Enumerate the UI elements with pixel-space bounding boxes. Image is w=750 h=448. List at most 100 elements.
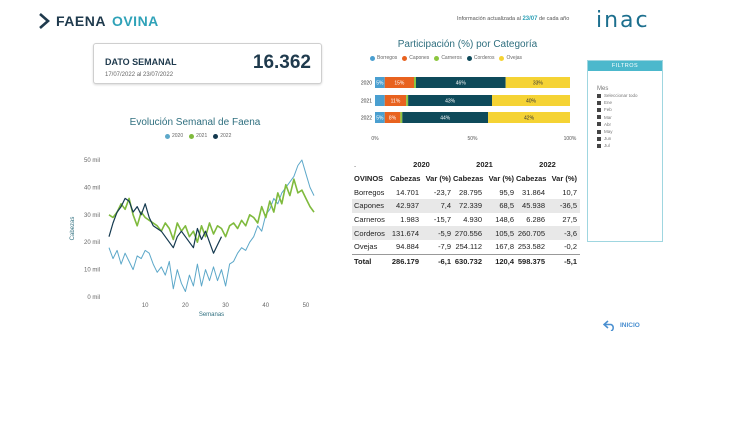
y-axis-label: Cabezas: [70, 217, 76, 241]
bar-segment-capones[interactable]: [384, 112, 401, 123]
legend-item-corderos[interactable]: Corderos: [466, 55, 495, 61]
bar-data-label: 8%: [389, 116, 397, 122]
x-tick-label: 50%: [467, 136, 478, 142]
legend-item-carneros[interactable]: Carneros: [434, 55, 462, 61]
bar-segment-capones[interactable]: [384, 77, 414, 88]
filters-panel: FILTROS Mes Seleccionar todo Ene Feb Mar…: [587, 60, 663, 242]
legend-item-ovejas[interactable]: Ovejas: [499, 55, 522, 61]
col-header-cabezas-2020[interactable]: Cabezas: [390, 174, 421, 184]
checkbox-checked[interactable]: [597, 93, 601, 98]
table-year-2020: 2020: [413, 160, 430, 170]
bar-segment-carneros[interactable]: [414, 77, 416, 88]
legend-item-capones[interactable]: Capones: [402, 55, 429, 61]
bar-segment-ovejas[interactable]: [505, 77, 570, 88]
line-chart[interactable]: 0 mil 10 mil 20 mil 30 mil 40 mil 50 mil 10 20 3…: [60, 145, 330, 320]
table-cell: 72.339: [459, 201, 482, 211]
checkbox-checked[interactable]: [597, 136, 601, 141]
col-header-cabezas-2021[interactable]: Cabezas: [453, 174, 484, 184]
bar-chart-title: Participación (%) por Categoría: [397, 39, 538, 50]
col-header-ovinos[interactable]: OVINOS: [354, 174, 384, 184]
update-notice: Información actualizada al 23/07 de cada…: [457, 16, 569, 22]
bar-segment-corderos[interactable]: [402, 112, 489, 123]
bar-segment-carneros[interactable]: [400, 112, 403, 123]
filter-option-mar[interactable]: Mar: [597, 114, 662, 121]
table-row: Borregos 14.701 -23,7 28.795 95,9 31.864…: [352, 185, 580, 199]
x-tick-label: 40: [262, 303, 269, 309]
table-cell: 28.795: [459, 187, 482, 197]
bar-segment-capones[interactable]: [384, 95, 407, 106]
filter-option-feb[interactable]: Feb: [597, 106, 662, 113]
x-axis-label: Semanas: [199, 312, 224, 318]
filter-option-select-all[interactable]: Seleccionar todo: [597, 92, 662, 99]
checkbox-checked[interactable]: [597, 122, 601, 127]
legend-item-2021[interactable]: 2021: [189, 133, 207, 139]
kpi-date-range: 17/07/2022 al 23/07/2022: [105, 72, 174, 78]
checkbox-checked[interactable]: [597, 100, 601, 105]
bar-data-label: 40%: [526, 99, 537, 105]
update-suffix: de cada año: [538, 16, 570, 22]
legend-label-carneros: Carneros: [441, 55, 462, 61]
bar-data-label: 15%: [394, 81, 405, 87]
row-label: Ovejas: [354, 242, 378, 252]
series-line-2021[interactable]: [108, 178, 315, 243]
row-label: Borregos: [354, 187, 385, 197]
bar-segment-corderos[interactable]: [408, 95, 492, 106]
bar-segment-borregos[interactable]: [375, 77, 385, 88]
line-chart-legend: 2020 2021 2022: [165, 133, 231, 139]
bar-data-label: 44%: [440, 116, 451, 122]
checkbox-checked[interactable]: [597, 143, 601, 148]
col-header-var-2020[interactable]: Var (%): [425, 174, 451, 184]
table-cell: 6.286: [526, 215, 545, 225]
col-header-cabezas-2022[interactable]: Cabezas: [516, 174, 547, 184]
table-year-header: . 2020 2021 2022: [352, 158, 580, 172]
filter-option-ene[interactable]: Ene: [597, 99, 662, 106]
kpi-value: 16.362: [252, 52, 311, 73]
table-year-2021: 2021: [476, 160, 493, 170]
table-cell: 94.884: [396, 242, 419, 252]
checkbox-checked[interactable]: [597, 115, 601, 120]
filters-title: FILTROS: [588, 61, 662, 71]
inicio-label: INICIO: [620, 322, 640, 329]
update-date: 23/07: [522, 16, 538, 22]
legend-dot-corderos: [466, 55, 472, 61]
filter-option-label: Jul: [604, 143, 610, 149]
table-cell: -23,7: [433, 187, 451, 197]
series-line-2020[interactable]: [108, 159, 315, 292]
legend-label-corderos: Corderos: [473, 55, 495, 61]
col-header-var-2022[interactable]: Var (%): [551, 174, 577, 184]
filter-option-label: Jun: [604, 136, 612, 142]
table-cell: 14.701: [396, 187, 419, 197]
legend-item-2022[interactable]: 2022: [213, 133, 231, 139]
filter-option-may[interactable]: May: [597, 128, 662, 135]
checkbox-checked[interactable]: [597, 107, 601, 112]
bar-chart-legend: Borregos Capones Carneros Corderos Oveja…: [370, 55, 522, 61]
filter-option-jul[interactable]: Jul: [597, 142, 662, 149]
bar-segment-borregos[interactable]: [375, 95, 385, 106]
x-tick-label: 20: [182, 303, 189, 309]
table-cell: -5,9: [438, 228, 451, 238]
table-cell: -5,1: [564, 256, 577, 266]
filter-option-label: Abr: [604, 121, 612, 127]
row-label: Capones: [354, 201, 385, 211]
inicio-button[interactable]: INICIO: [603, 320, 640, 331]
legend-item-2020[interactable]: 2020: [165, 133, 183, 139]
bar-segment-borregos[interactable]: [375, 112, 385, 123]
table-cell: 260.705: [517, 228, 545, 238]
table-cell: 95,9: [499, 187, 514, 197]
bar-chart[interactable]: 2020 5% 15% 46% 33% 2021 11% 43% 40% 2022 5% 8% 44% 4…: [355, 70, 580, 145]
filter-option-jun[interactable]: Jun: [597, 135, 662, 142]
series-line-2022[interactable]: [108, 197, 223, 254]
legend-label-ovejas: Ovejas: [506, 55, 523, 61]
bar-segment-ovejas[interactable]: [488, 112, 570, 123]
bar-category-label: 2022: [361, 116, 372, 122]
legend-dot-2021: [189, 133, 195, 139]
bar-segment-corderos[interactable]: [415, 77, 506, 88]
table-column-header: OVINOS Cabezas Var (%) Cabezas Var (%) C…: [352, 172, 580, 186]
checkbox-checked[interactable]: [597, 129, 601, 134]
legend-item-borregos[interactable]: Borregos: [370, 55, 397, 61]
bar-segment-carneros[interactable]: [406, 95, 409, 106]
col-header-var-2021[interactable]: Var (%): [488, 174, 514, 184]
filter-option-abr[interactable]: Abr: [597, 121, 662, 128]
bar-segment-ovejas[interactable]: [492, 95, 570, 106]
table-year-2022: 2022: [539, 160, 556, 170]
